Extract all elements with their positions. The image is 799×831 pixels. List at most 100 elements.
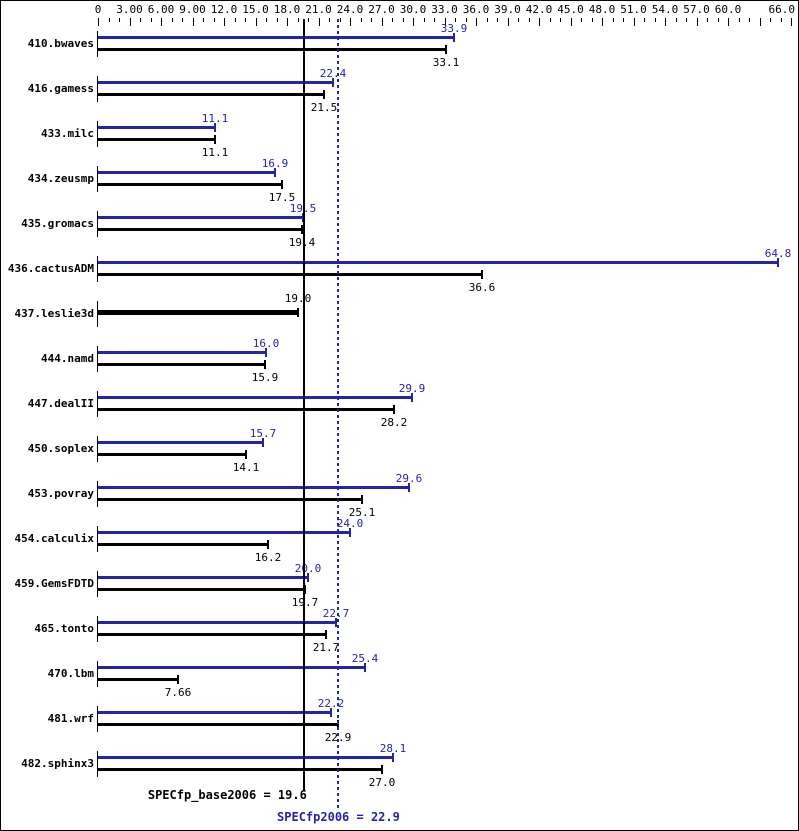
bar-end-cap (264, 360, 266, 369)
peak-value-label: 29.9 (398, 382, 426, 395)
base-bar (98, 768, 382, 771)
axis-tick (161, 18, 162, 26)
axis-tick (780, 18, 782, 22)
axis-tick (371, 18, 372, 22)
axis-tick (245, 18, 246, 22)
bar-end-cap (381, 765, 383, 774)
row-axis-spine (97, 751, 98, 777)
row-axis-spine (97, 256, 98, 282)
base-value-label: 19.7 (291, 596, 319, 609)
axis-tick (98, 18, 99, 26)
base-value-label: 25.1 (348, 506, 376, 519)
row-axis-spine (97, 76, 98, 102)
row-axis-spine (97, 121, 98, 147)
benchmark-label: 435.gromacs (21, 217, 94, 230)
axis-tick (234, 18, 236, 22)
bar-end-cap (408, 483, 410, 492)
base-bar (98, 678, 178, 681)
axis-tick-label: 33.0 (431, 3, 458, 16)
axis-tick (570, 18, 572, 26)
axis-tick (749, 18, 750, 22)
peak-mean-label: SPECfp2006 = 22.9 (277, 810, 400, 824)
row-axis-spine (97, 616, 98, 642)
bar-end-cap (777, 258, 779, 267)
peak-value-label: 20.0 (294, 562, 322, 575)
bar-end-cap (323, 90, 325, 99)
axis-tick (528, 18, 530, 22)
base-bar (98, 453, 246, 456)
axis-tick (455, 18, 456, 22)
base-value-label: 17.5 (268, 191, 296, 204)
axis-tick (150, 18, 152, 22)
axis-tick-label: 21.0 (305, 3, 332, 16)
peak-value-label: 25.4 (351, 652, 379, 665)
axis-tick (791, 18, 792, 26)
benchmark-label: 410.bwaves (27, 37, 94, 50)
benchmark-label: 416.gamess (27, 82, 94, 95)
peak-bar (98, 711, 331, 714)
axis-tick-label: 48.0 (588, 3, 616, 16)
axis-tick (507, 18, 509, 26)
row-axis-spine (97, 571, 98, 597)
benchmark-label: 437.leslie3d (14, 307, 94, 320)
base-bar (98, 138, 215, 141)
bar-end-cap (330, 708, 332, 717)
peak-bar (98, 261, 778, 264)
bar-end-cap (245, 450, 247, 459)
axis-tick (539, 18, 540, 26)
bar-end-cap (307, 573, 309, 582)
peak-bar (98, 36, 454, 39)
bar-end-cap (393, 405, 395, 414)
axis-tick (402, 18, 404, 22)
bar-end-cap (325, 630, 327, 639)
peak-bar (98, 396, 412, 399)
axis-tick (717, 18, 719, 22)
axis-tick (707, 18, 708, 22)
row-axis-spine (97, 706, 98, 732)
axis-tick (444, 18, 446, 26)
benchmark-label: 450.soplex (27, 442, 94, 455)
row-axis-spine (97, 661, 98, 687)
axis-tick (224, 18, 225, 26)
axis-tick-label: 36.0 (462, 3, 490, 16)
axis-tick (360, 18, 362, 22)
axis-tick (623, 18, 624, 22)
axis-tick (686, 18, 687, 22)
axis-tick (213, 18, 215, 22)
base-bar (98, 228, 302, 231)
base-value-label: 14.1 (232, 461, 260, 474)
base-bar (98, 588, 305, 591)
peak-bar (98, 621, 336, 624)
bar-end-cap (335, 618, 337, 627)
peak-mean-line (337, 19, 340, 809)
single-bar (98, 310, 298, 315)
axis-tick (329, 18, 330, 22)
axis-tick-label: 9.00 (179, 3, 206, 16)
axis-tick (665, 18, 666, 26)
benchmark-label: 465.tonto (34, 622, 94, 635)
bar-end-cap (364, 663, 366, 672)
axis-tick-label: 12.0 (210, 3, 238, 16)
bar-end-cap (262, 438, 264, 447)
base-bar (98, 93, 324, 96)
bar-end-cap (332, 78, 334, 87)
axis-tick (738, 18, 740, 22)
bar-end-cap (361, 495, 363, 504)
base-bar (98, 408, 394, 411)
bar-end-cap (214, 135, 216, 144)
row-axis-spine (97, 31, 98, 57)
peak-bar (98, 666, 365, 669)
peak-bar (98, 576, 308, 579)
benchmark-label: 453.povray (27, 487, 94, 500)
single-value-label: 19.0 (284, 292, 312, 305)
axis-tick (633, 18, 635, 26)
peak-value-label: 11.1 (201, 112, 229, 125)
peak-bar (98, 171, 275, 174)
axis-tick (297, 18, 299, 22)
base-bar (98, 498, 362, 501)
peak-bar (98, 216, 303, 219)
axis-tick (182, 18, 183, 22)
peak-bar (98, 486, 409, 489)
